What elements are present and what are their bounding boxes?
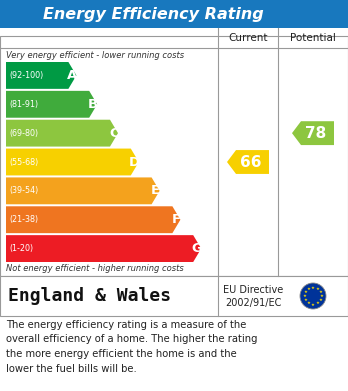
Text: EU Directive: EU Directive	[223, 285, 283, 295]
Text: (21-38): (21-38)	[9, 215, 38, 224]
Text: B: B	[88, 98, 98, 111]
Text: ★: ★	[318, 298, 322, 302]
Text: The energy efficiency rating is a measure of the: The energy efficiency rating is a measur…	[6, 320, 246, 330]
Text: (69-80): (69-80)	[9, 129, 38, 138]
Bar	[0, 36, 348, 276]
Text: D: D	[129, 156, 140, 169]
Text: overall efficiency of a home. The higher the rating: overall efficiency of a home. The higher…	[6, 334, 258, 344]
Text: F: F	[172, 213, 181, 226]
Text: ★: ★	[318, 290, 322, 294]
Text: G: G	[192, 242, 203, 255]
Text: C: C	[109, 127, 119, 140]
Text: ★: ★	[315, 301, 319, 305]
Bar	[0, 276, 348, 316]
Text: ★: ★	[304, 298, 308, 302]
Text: A: A	[67, 69, 78, 82]
Polygon shape	[227, 150, 269, 174]
Text: (92-100): (92-100)	[9, 71, 43, 80]
Text: Current: Current	[228, 33, 268, 43]
Text: 2002/91/EC: 2002/91/EC	[225, 298, 281, 308]
Text: ★: ★	[315, 287, 319, 291]
Text: (39-54): (39-54)	[9, 187, 38, 196]
Text: Energy Efficiency Rating: Energy Efficiency Rating	[43, 7, 263, 22]
Polygon shape	[6, 235, 201, 262]
Polygon shape	[292, 121, 334, 145]
Text: ★: ★	[311, 303, 315, 307]
Text: Very energy efficient - lower running costs: Very energy efficient - lower running co…	[6, 51, 184, 60]
Text: ★: ★	[302, 294, 307, 298]
Polygon shape	[6, 62, 77, 89]
Circle shape	[300, 283, 326, 309]
Text: ★: ★	[307, 301, 311, 305]
Text: Potential: Potential	[290, 33, 336, 43]
Text: 66: 66	[240, 154, 262, 170]
Text: England & Wales: England & Wales	[8, 287, 171, 305]
Bar	[0, 0, 348, 28]
Text: ★: ★	[307, 287, 311, 291]
Polygon shape	[6, 91, 97, 118]
Polygon shape	[6, 149, 139, 176]
Polygon shape	[6, 206, 180, 233]
Text: (55-68): (55-68)	[9, 158, 38, 167]
Text: ★: ★	[319, 294, 323, 298]
Text: E: E	[151, 185, 160, 197]
Text: ★: ★	[304, 290, 308, 294]
Text: ★: ★	[311, 285, 315, 289]
Text: the more energy efficient the home is and the: the more energy efficient the home is an…	[6, 349, 237, 359]
Text: (1-20): (1-20)	[9, 244, 33, 253]
Text: lower the fuel bills will be.: lower the fuel bills will be.	[6, 364, 137, 373]
Polygon shape	[6, 120, 118, 147]
Text: Not energy efficient - higher running costs: Not energy efficient - higher running co…	[6, 264, 184, 273]
Text: (81-91): (81-91)	[9, 100, 38, 109]
Text: 78: 78	[306, 126, 327, 141]
Polygon shape	[6, 178, 160, 204]
